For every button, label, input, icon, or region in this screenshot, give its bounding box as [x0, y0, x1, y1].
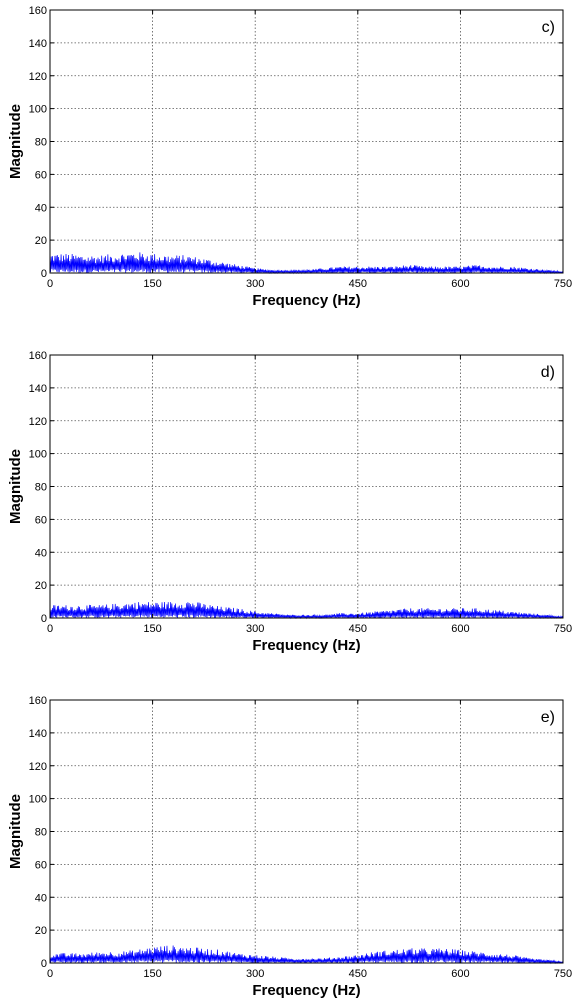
chart-panel-3: 0 150 300 450 600 750 0 20 40 60 80 100 120 140 160 Fre…: [7, 695, 572, 999]
y-tick-label: 0: [41, 613, 47, 625]
spectrum-series-line: [49, 602, 564, 620]
y-tick-label: 60: [35, 859, 47, 871]
x-tick-label: 150: [143, 623, 161, 635]
x-axis-label: Frequency (Hz): [252, 982, 360, 999]
y-tick-label: 40: [35, 892, 47, 904]
x-tick-label: 0: [47, 278, 53, 290]
y-tick-label: 0: [41, 958, 47, 970]
x-tick-label: 450: [349, 968, 367, 980]
chart-panel-2: 0 150 300 450 600 750 0 20 40 60 80 100 120 140 160 Fre…: [7, 350, 572, 654]
y-tick-label: 20: [35, 235, 47, 247]
x-tick-label: 300: [246, 623, 264, 635]
x-tick-label: 600: [451, 968, 469, 980]
y-tick-label: 60: [35, 514, 47, 526]
y-tick-label: 160: [29, 695, 47, 707]
y-tick-label: 160: [29, 5, 47, 17]
x-tick-label: 750: [554, 623, 572, 635]
x-tick-label: 450: [349, 278, 367, 290]
x-tick-label: 300: [246, 278, 264, 290]
y-tick-label: 100: [29, 449, 47, 461]
y-tick-label: 120: [29, 71, 47, 83]
x-tick-label: 450: [349, 623, 367, 635]
x-tick-label: 150: [143, 968, 161, 980]
x-tick-label: 750: [554, 968, 572, 980]
y-tick-label: 100: [29, 794, 47, 806]
x-axis-label: Frequency (Hz): [252, 292, 360, 309]
y-tick-label: 140: [29, 383, 47, 395]
chart-panel-1: 0 150 300 450 600 750 0 20 40 60 80 100 120 140 160 Fre…: [7, 5, 572, 309]
spectrum-series-line: [49, 252, 564, 275]
y-tick-label: 60: [35, 169, 47, 181]
panel-label: e): [541, 709, 555, 726]
x-axis-label: Frequency (Hz): [252, 637, 360, 654]
y-tick-label: 40: [35, 547, 47, 559]
y-axis-label: Magnitude: [7, 794, 24, 869]
y-tick-label: 80: [35, 482, 47, 494]
x-tick-label: 300: [246, 968, 264, 980]
panel-label: c): [542, 19, 555, 36]
x-tick-label: 600: [451, 623, 469, 635]
y-tick-label: 120: [29, 416, 47, 428]
spectrum-series-line: [49, 945, 564, 965]
y-axis-label: Magnitude: [7, 449, 24, 524]
x-tick-label: 600: [451, 278, 469, 290]
y-tick-label: 160: [29, 350, 47, 362]
x-tick-label: 150: [143, 278, 161, 290]
y-tick-label: 0: [41, 268, 47, 280]
y-tick-label: 120: [29, 761, 47, 773]
y-axis-label: Magnitude: [7, 104, 24, 179]
y-tick-label: 20: [35, 925, 47, 937]
x-tick-label: 0: [47, 968, 53, 980]
y-tick-label: 100: [29, 104, 47, 116]
x-tick-label: 0: [47, 623, 53, 635]
y-tick-label: 40: [35, 202, 47, 214]
y-tick-label: 140: [29, 728, 47, 740]
y-tick-label: 20: [35, 580, 47, 592]
panel-label: d): [541, 364, 555, 381]
y-tick-label: 80: [35, 137, 47, 149]
y-tick-label: 80: [35, 827, 47, 839]
y-tick-label: 140: [29, 38, 47, 50]
x-tick-label: 750: [554, 278, 572, 290]
